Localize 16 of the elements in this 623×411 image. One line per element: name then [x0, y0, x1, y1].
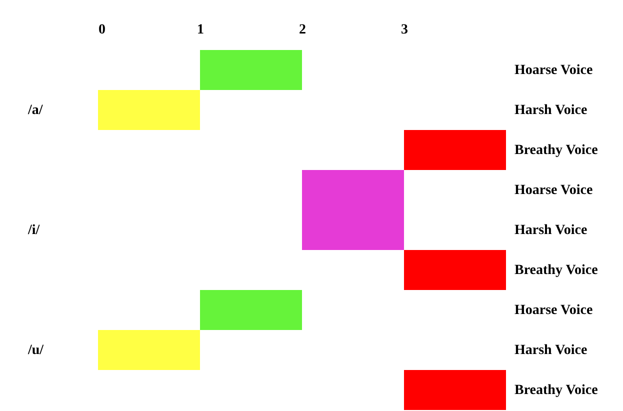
- text: /a/: [27, 103, 44, 118]
- x-tick-label: 3: [401, 22, 408, 38]
- y-tick-label: Harsh Voice: [514, 103, 588, 118]
- y-tick-label: Breathy Voice: [514, 143, 598, 158]
- text: /i/: [27, 223, 41, 238]
- y-tick-label: Harsh Voice: [514, 343, 588, 358]
- y-tick-label: Harsh Voice: [514, 223, 588, 238]
- x-tick-label: 2: [299, 22, 306, 38]
- y-tick-label: Hoarse Voice: [514, 183, 593, 198]
- text: /u/: [27, 343, 45, 358]
- x-tick-label: 0: [98, 22, 106, 38]
- y-tick-label: Hoarse Voice: [514, 63, 593, 78]
- x-tick-label: 1: [197, 22, 204, 38]
- y-tick-label: Hoarse Voice: [514, 303, 593, 318]
- y-tick-label: Breathy Voice: [514, 383, 598, 398]
- y-tick-label: Breathy Voice: [514, 263, 598, 278]
